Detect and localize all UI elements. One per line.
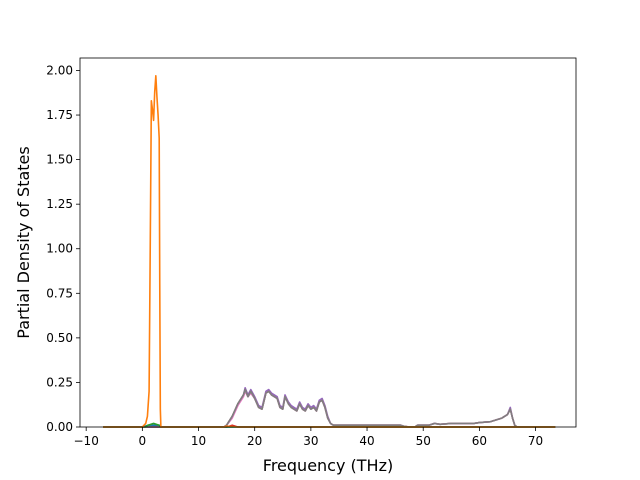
y-tick-label: 1.50 xyxy=(46,153,73,167)
x-tick-label: 10 xyxy=(191,434,206,448)
x-tick-label: 20 xyxy=(247,434,262,448)
y-axis-label: Partial Density of States xyxy=(14,146,33,338)
x-tick-label: 0 xyxy=(139,434,147,448)
x-tick-label: 50 xyxy=(416,434,431,448)
x-tick-label: 60 xyxy=(472,434,487,448)
y-tick-label: 0.50 xyxy=(46,331,73,345)
x-axis-label: Frequency (THz) xyxy=(263,456,393,475)
x-tick-label: 70 xyxy=(528,434,543,448)
y-tick-label: 0.00 xyxy=(46,420,73,434)
y-tick-label: 1.25 xyxy=(46,197,73,211)
y-tick-label: 1.00 xyxy=(46,242,73,256)
x-axis: −10 0 10 20 30 40 50 60 70 xyxy=(74,427,543,448)
plot-frame xyxy=(79,57,577,428)
x-tick-label: −10 xyxy=(74,434,99,448)
y-tick-label: 0.25 xyxy=(46,375,73,389)
y-tick-label: 2.00 xyxy=(46,63,73,77)
y-tick-label: 0.75 xyxy=(46,286,73,300)
y-axis: 0.00 0.25 0.50 0.75 1.00 1.25 1.50 1.75 2.00 xyxy=(46,63,80,434)
x-tick-label: 30 xyxy=(303,434,318,448)
y-tick-label: 1.75 xyxy=(46,108,73,122)
x-tick-label: 40 xyxy=(359,434,374,448)
series-line-5 xyxy=(103,388,556,428)
